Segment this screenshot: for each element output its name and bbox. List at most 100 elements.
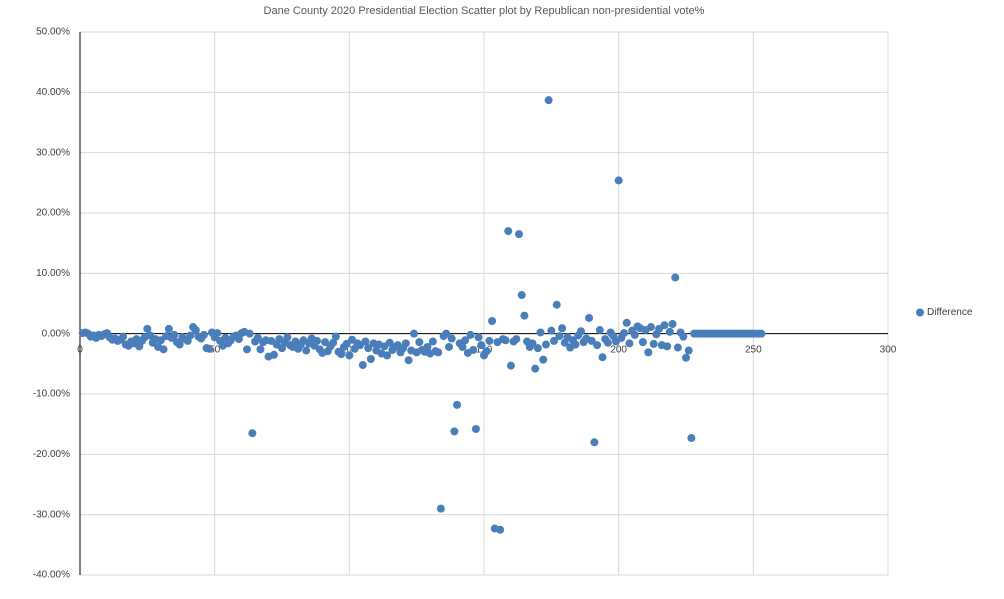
data-point	[364, 344, 373, 353]
y-tick-label: -10.00%	[33, 389, 70, 400]
data-point	[170, 330, 179, 339]
data-point	[471, 424, 480, 433]
data-point	[159, 345, 168, 354]
data-point	[269, 350, 278, 359]
data-point	[477, 341, 486, 350]
y-tick-label: -40.00%	[33, 570, 70, 581]
data-point	[552, 300, 561, 309]
data-point	[361, 337, 370, 346]
data-point	[401, 339, 410, 348]
data-point	[156, 336, 165, 345]
data-point	[164, 324, 173, 333]
data-point	[757, 329, 766, 338]
data-point	[366, 355, 375, 364]
y-tick-label: 0.00%	[42, 328, 70, 339]
data-point	[253, 333, 262, 342]
data-point	[186, 331, 195, 340]
data-point	[428, 337, 437, 346]
data-point	[504, 227, 513, 236]
data-point	[461, 336, 470, 345]
data-point	[248, 429, 257, 438]
data-point	[671, 273, 680, 282]
data-point	[533, 344, 542, 353]
data-point	[512, 335, 521, 344]
data-point	[585, 313, 594, 322]
data-point	[668, 320, 677, 329]
data-point	[660, 321, 669, 330]
data-point	[453, 400, 462, 409]
data-point	[528, 339, 537, 348]
data-point	[450, 427, 459, 436]
data-point	[576, 327, 585, 336]
data-point	[119, 332, 128, 341]
data-point	[342, 339, 351, 348]
data-point	[482, 347, 491, 356]
data-point	[345, 351, 354, 360]
data-point	[331, 332, 340, 341]
data-point	[205, 344, 214, 353]
data-point	[466, 330, 475, 339]
y-tick-label: -30.00%	[33, 509, 70, 520]
data-point	[622, 318, 631, 327]
data-point	[682, 353, 690, 362]
data-point	[571, 340, 580, 349]
data-point	[409, 329, 418, 338]
data-point	[598, 353, 607, 362]
data-point	[496, 525, 505, 534]
data-point	[242, 345, 251, 354]
data-point	[191, 326, 200, 335]
data-point	[590, 438, 599, 447]
data-point	[646, 323, 655, 332]
data-point	[283, 333, 292, 342]
data-point	[649, 339, 658, 348]
data-point	[444, 342, 453, 351]
data-point	[595, 326, 604, 335]
legend-marker	[916, 308, 924, 317]
legend-label: Difference	[927, 307, 973, 318]
data-point	[547, 326, 556, 335]
data-point	[539, 355, 548, 364]
data-point	[213, 329, 222, 338]
data-point	[488, 316, 497, 325]
data-point	[442, 329, 451, 338]
data-point	[517, 291, 526, 300]
data-point	[474, 333, 483, 342]
data-point	[603, 338, 612, 347]
data-point	[620, 329, 629, 338]
data-point	[313, 336, 322, 345]
data-point	[506, 361, 515, 370]
data-point	[447, 334, 456, 343]
data-point	[593, 341, 602, 350]
data-point	[541, 340, 550, 349]
y-tick-label: 10.00%	[36, 268, 70, 279]
data-point	[404, 356, 413, 365]
data-point	[638, 338, 647, 347]
data-point	[630, 330, 639, 339]
y-tick-label: 30.00%	[36, 147, 70, 158]
data-point	[434, 348, 443, 357]
data-point	[329, 338, 338, 347]
data-point	[550, 336, 559, 345]
data-point	[663, 342, 672, 351]
data-point	[143, 324, 152, 333]
data-point	[199, 330, 208, 339]
data-point	[614, 176, 623, 185]
data-point	[665, 327, 674, 336]
data-point	[383, 351, 392, 360]
data-point	[321, 338, 330, 347]
y-tick-label: 50.00%	[36, 27, 70, 38]
data-point	[234, 335, 243, 344]
data-point	[679, 332, 688, 341]
x-tick-label: 300	[880, 344, 897, 355]
data-point	[469, 345, 478, 354]
data-point	[175, 340, 184, 349]
x-tick-label: 50	[209, 344, 221, 355]
data-point	[358, 361, 367, 370]
x-tick-label: 250	[745, 344, 762, 355]
data-point	[337, 350, 346, 359]
data-point	[501, 336, 510, 345]
data-point	[385, 338, 394, 347]
data-point	[436, 504, 445, 513]
